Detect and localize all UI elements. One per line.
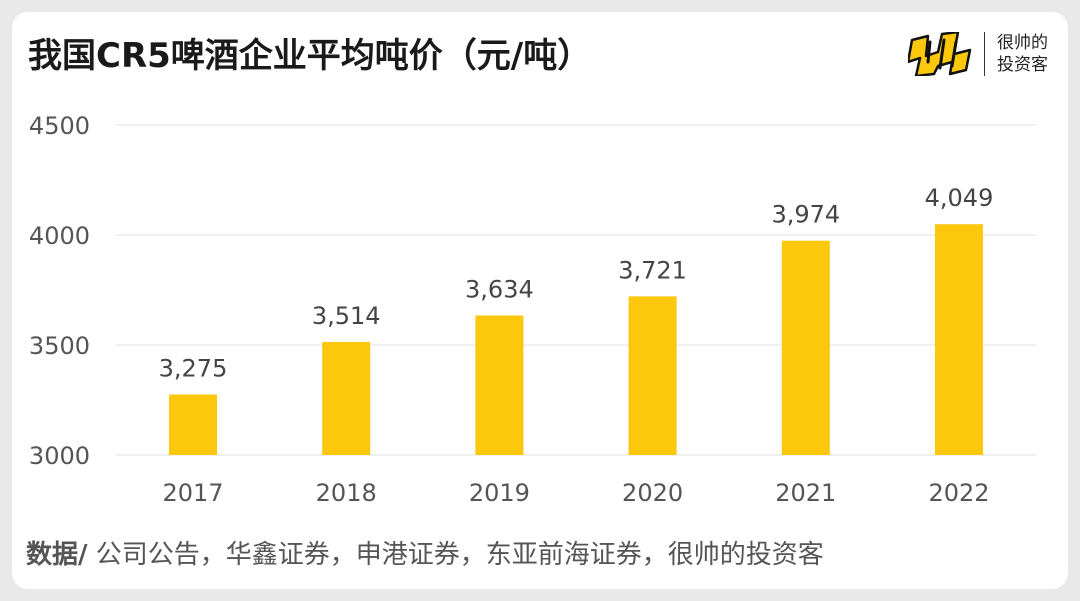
data-label: 4,049 [925, 184, 994, 212]
bar [935, 224, 983, 455]
x-tick-label: 2019 [469, 479, 530, 507]
bar-chart: 3000 3500 4000 4500 3,275 2017 3,514 2018 3,634 2… [29, 112, 1036, 507]
bar [628, 296, 677, 455]
bar [169, 394, 217, 455]
bar [475, 315, 524, 455]
bar [322, 341, 371, 455]
brand-line-2: 投资客 [997, 55, 1048, 75]
brand: 很帅的 投资客 [908, 28, 1048, 80]
chart-card: 我国CR5啤酒企业平均吨价（元/吨） 很帅的 投资客 3000 3500 4000 4… [12, 12, 1068, 589]
brand-name: 很帅的 投资客 [997, 32, 1048, 76]
y-tick-label: 3000 [29, 442, 90, 470]
x-tick-label: 2017 [162, 479, 223, 507]
source-note: 数据/ 公司公告，华鑫证券，申港证券，东亚前海证券，很帅的投资客 [26, 534, 824, 571]
data-label: 3,974 [771, 201, 840, 229]
data-label: 3,514 [312, 302, 381, 330]
shuai-logo-icon [908, 32, 972, 76]
y-tick-label: 3500 [29, 332, 90, 360]
chart-title: 我国CR5啤酒企业平均吨价（元/吨） [28, 36, 592, 76]
data-label: 3,275 [159, 355, 228, 383]
data-label: 3,721 [618, 256, 687, 284]
x-tick-label: 2021 [775, 479, 836, 507]
brand-line-1: 很帅的 [997, 33, 1048, 53]
source-label: 数据/ [26, 540, 88, 570]
data-label: 3,634 [465, 276, 534, 304]
x-tick-label: 2020 [622, 479, 683, 507]
x-tick-label: 2018 [316, 479, 377, 507]
y-tick-label: 4500 [29, 112, 90, 140]
x-tick-label: 2022 [928, 479, 989, 507]
bar [781, 240, 830, 455]
brand-divider [984, 32, 985, 76]
source-text: 公司公告，华鑫证券，申港证券，东亚前海证券，很帅的投资客 [87, 540, 824, 570]
y-tick-label: 4000 [29, 222, 90, 250]
